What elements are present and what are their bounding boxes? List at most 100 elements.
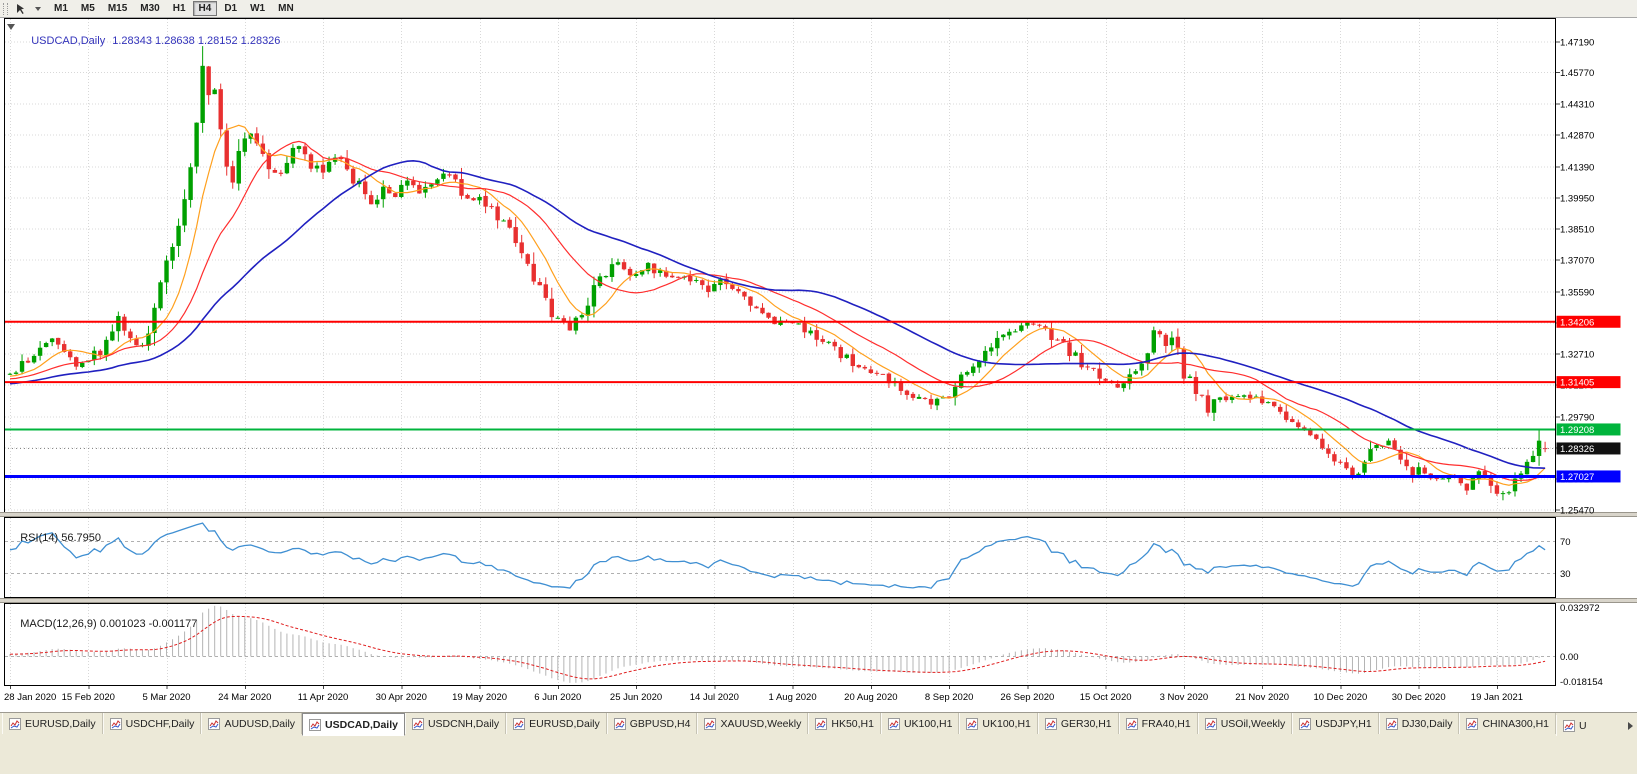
- chart-tab-label: GER30,H1: [1060, 717, 1112, 730]
- timeframe-button-M1[interactable]: M1: [54, 3, 68, 14]
- timeframe-button-M5[interactable]: M5: [80, 3, 95, 14]
- chart-tab-icon: [208, 717, 221, 730]
- chart-tab-label: USOil,Weekly: [1220, 717, 1286, 730]
- chart-tab-UK100-H1[interactable]: UK100,H1: [959, 713, 1038, 734]
- macd-max-label: 0.032972: [1560, 603, 1600, 614]
- price-tick-label: 1.44310: [1560, 100, 1594, 111]
- timeframe-button-H1[interactable]: H1: [172, 3, 186, 14]
- timeframe-button-MN[interactable]: MN: [278, 3, 294, 14]
- date-axis: 28 Jan 2020 15 Feb 2020 5 Mar 2020 24 Mar 2…: [4, 686, 1523, 703]
- chart-tab-USDCAD-Daily[interactable]: USDCAD,Daily: [302, 713, 405, 736]
- ma-line-fast: [9, 124, 1546, 486]
- price-axis: 1.47190 1.45770 1.44310 1.42870 1.41390 1.399…: [1556, 38, 1621, 517]
- chart-tabs: EURUSD,Daily USDCHF,Daily AUDUSD,Daily USDC…: [2, 713, 1556, 736]
- chart-tab-icon: [1563, 719, 1575, 732]
- date-tick-label: 6 Jun 2020: [534, 692, 581, 703]
- rsi-level-label: 30: [1560, 569, 1571, 580]
- chart-tab-AUDUSD-Daily[interactable]: AUDUSD,Daily: [201, 713, 303, 734]
- chart-tab-icon: [887, 717, 900, 730]
- toolbar-grip[interactable]: [3, 2, 8, 15]
- timeframe-bar: M1 M5 M15 M30 H1 H4 D1 W1 MN: [48, 1, 301, 16]
- date-tick-label: 30 Apr 2020: [376, 692, 427, 703]
- chart-tab-icon: [704, 717, 717, 730]
- chart-tab-icon: [513, 717, 526, 730]
- date-tick-label: 28 Jan 2020: [4, 692, 56, 703]
- timeframe-button-M15[interactable]: M15: [107, 3, 128, 14]
- chart-tab-label: GBPUSD,H4: [629, 717, 691, 730]
- price-tick-label: 1.25470: [1560, 506, 1594, 517]
- date-tick-label: 26 Sep 2020: [1000, 692, 1054, 703]
- timeframe-button-M30[interactable]: M30: [140, 3, 160, 14]
- chart-tab-icon: [1125, 717, 1138, 730]
- toolbar-overflow-icon[interactable]: [30, 2, 46, 16]
- timeframe-button-H4[interactable]: H4: [192, 1, 218, 16]
- chart-tab-icon: [815, 717, 828, 730]
- one-click-trading-toggle[interactable]: [7, 24, 15, 30]
- hline-box: [1556, 423, 1621, 436]
- candlestick-chart[interactable]: 1.47190 1.45770 1.44310 1.42870 1.41390 1.399…: [0, 18, 1637, 712]
- chart-tab-label: XAUUSD,Weekly: [720, 717, 802, 730]
- date-tick-label: 30 Dec 2020: [1392, 692, 1446, 703]
- chart-tab-label: UK100,H1: [982, 717, 1031, 730]
- chart-tab-label: CHINA300,H1: [1482, 717, 1549, 730]
- price-tick-label: 1.29790: [1560, 412, 1594, 423]
- rsi-level-label: 70: [1560, 537, 1571, 548]
- chart-tab-UK100-H1[interactable]: UK100,H1: [880, 713, 960, 734]
- date-tick-label: 19 May 2020: [452, 692, 507, 703]
- date-tick-label: 3 Nov 2020: [1160, 692, 1209, 703]
- timeframe-button-W1[interactable]: W1: [250, 3, 266, 14]
- chart-tab-icon: [411, 717, 424, 730]
- chart-tab-label: HK50,H1: [831, 717, 874, 730]
- tab-overflow[interactable]: U: [1556, 715, 1637, 736]
- rsi-pane: 70 30: [5, 522, 1571, 589]
- price-tick-label: 1.37070: [1560, 256, 1594, 267]
- cursor-tool-icon[interactable]: [12, 2, 28, 16]
- candles-group: [7, 46, 1548, 501]
- chart-tab-label: AUDUSD,Daily: [224, 717, 296, 730]
- hline-box: [1556, 470, 1621, 483]
- bottom-filler: [0, 736, 1637, 774]
- chart-tab-USOil-Weekly[interactable]: USOil,Weekly: [1197, 713, 1293, 734]
- chart-tab-USDCHF-Daily[interactable]: USDCHF,Daily: [102, 713, 202, 734]
- price-tick-label: 1.42870: [1560, 131, 1594, 142]
- date-tick-label: 24 Mar 2020: [218, 692, 271, 703]
- chart-tab-GBPUSD-H4[interactable]: GBPUSD,H4: [606, 713, 698, 734]
- date-tick-label: 20 Aug 2020: [844, 692, 897, 703]
- chart-tab-icon: [1204, 717, 1217, 730]
- chart-tab-icon: [9, 717, 21, 730]
- chart-tab-CHINA300-H1[interactable]: CHINA300,H1: [1459, 713, 1556, 734]
- chart-tab-label: EURUSD,Daily: [25, 717, 96, 730]
- hline-box: [1556, 376, 1621, 389]
- chart-tab-label: UK100,H1: [903, 717, 953, 730]
- moving-averages: [9, 124, 1546, 486]
- hline-box: [1556, 315, 1621, 328]
- chart-tab-label: FRA40,H1: [1141, 717, 1191, 730]
- chart-tab-EURUSD-Daily[interactable]: EURUSD,Daily: [2, 713, 103, 734]
- date-tick-label: 8 Sep 2020: [925, 692, 974, 703]
- horizontal-lines[interactable]: [4, 320, 1556, 478]
- date-tick-label: 11 Apr 2020: [298, 692, 349, 703]
- price-tick-label: 1.41390: [1560, 162, 1594, 173]
- chart-tab-icon: [1299, 717, 1312, 730]
- chart-tab-GER30-H1[interactable]: GER30,H1: [1037, 713, 1119, 734]
- chart-tab-HK50-H1[interactable]: HK50,H1: [808, 713, 881, 734]
- chart-tab-icon: [309, 718, 322, 731]
- hline-label: 1.27027: [1560, 472, 1594, 483]
- chart-tab-EURUSD-Daily[interactable]: EURUSD,Daily: [506, 713, 607, 734]
- chart-tab-icon: [1044, 717, 1057, 730]
- chart-tab-DJ30-Daily[interactable]: DJ30,Daily: [1378, 713, 1460, 734]
- ma-line-mid: [9, 140, 1546, 482]
- chart-tab-USDCNH-Daily[interactable]: USDCNH,Daily: [404, 713, 507, 734]
- chart-tab-XAUUSD-Weekly[interactable]: XAUUSD,Weekly: [697, 713, 809, 734]
- timeframe-button-D1[interactable]: D1: [224, 3, 238, 14]
- chart-tab-label: EURUSD,Daily: [529, 717, 600, 730]
- chart-tab-USDJPY-H1[interactable]: USDJPY,H1: [1292, 713, 1379, 734]
- chart-area: 1.47190 1.45770 1.44310 1.42870 1.41390 1.399…: [0, 18, 1637, 712]
- chart-tab-FRA40-H1[interactable]: FRA40,H1: [1118, 713, 1198, 734]
- macd-zero-label: 0.00: [1560, 652, 1579, 663]
- date-tick-label: 1 Aug 2020: [769, 692, 817, 703]
- current-price-label: 1.28326: [1560, 444, 1594, 455]
- chart-tab-icon: [1466, 717, 1479, 730]
- tab-scroll-arrow[interactable]: [1628, 721, 1633, 730]
- date-tick-label: 15 Feb 2020: [62, 692, 115, 703]
